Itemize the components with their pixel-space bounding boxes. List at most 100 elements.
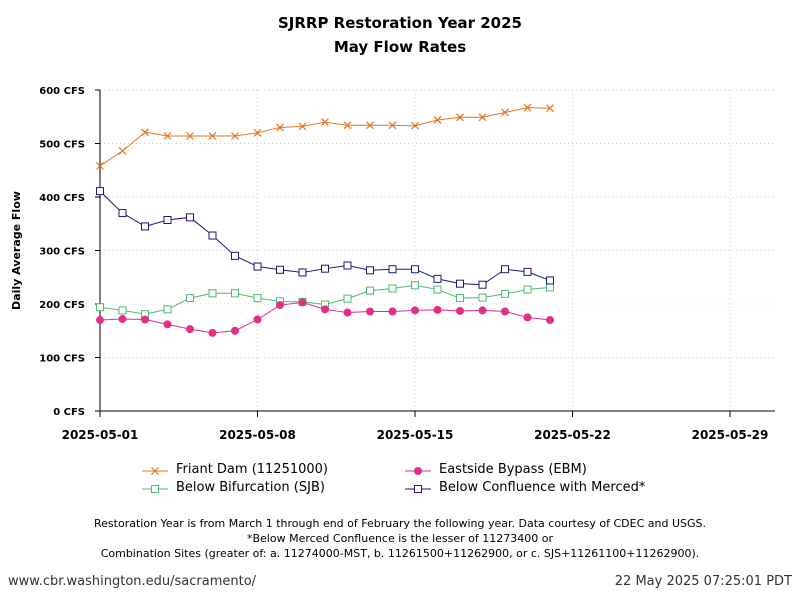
footnote-line-3: Combination Sites (greater of: a. 112740… <box>100 547 700 560</box>
y-tick-label: 600 CFS <box>39 86 85 97</box>
y-tick-label: 0 CFS <box>53 407 85 418</box>
series-bifurcation <box>96 281 554 319</box>
data-point-friant <box>523 103 532 112</box>
legend-marker-symbol <box>151 467 159 475</box>
data-point-confluence <box>501 265 509 274</box>
data-point-confluence <box>231 251 239 260</box>
data-point-eastside <box>96 316 104 325</box>
x-tick-label: 2025-05-29 <box>692 428 769 442</box>
data-point-eastside <box>343 308 352 317</box>
data-point-eastside <box>208 328 217 337</box>
y-tick-label: 300 CFS <box>39 247 85 258</box>
data-point-confluence <box>276 265 284 274</box>
data-point-friant <box>343 121 352 130</box>
data-point-friant <box>141 128 149 137</box>
legend-marker-bifurcation <box>142 485 168 493</box>
data-point-friant <box>433 116 442 124</box>
chart-title: SJRRP Restoration Year 2025 <box>277 14 522 32</box>
data-point-bifurcation <box>366 286 374 295</box>
legend-marker-confluence <box>405 485 431 493</box>
data-point-eastside <box>523 313 532 322</box>
data-point-friant <box>366 121 374 130</box>
data-point-bifurcation <box>411 281 419 290</box>
data-point-eastside <box>118 314 127 323</box>
data-point-bifurcation <box>231 289 239 298</box>
data-point-eastside <box>456 306 464 315</box>
data-point-confluence <box>321 264 329 273</box>
x-tick-label: 2025-05-01 <box>62 428 139 442</box>
data-point-confluence <box>298 268 307 277</box>
data-point-eastside <box>253 315 262 324</box>
data-point-eastside <box>163 320 172 329</box>
legend-label-friant: Friant Dam (11251000) <box>176 462 329 477</box>
x-tick-label: 2025-05-22 <box>534 428 611 442</box>
data-point-confluence <box>523 267 532 276</box>
data-point-bifurcation <box>208 289 217 298</box>
legend-label-eastside: Eastside Bypass (EBM) <box>439 462 587 477</box>
data-point-friant <box>208 132 217 140</box>
data-point-eastside <box>366 307 374 316</box>
data-point-friant <box>501 108 509 117</box>
data-point-friant <box>163 132 172 140</box>
data-point-eastside <box>298 298 307 307</box>
chart-subtitle: May Flow Rates <box>333 38 467 56</box>
data-point-confluence <box>411 265 419 274</box>
data-point-bifurcation <box>478 293 487 302</box>
data-point-confluence <box>546 276 554 285</box>
data-point-confluence <box>208 231 217 240</box>
footnote-line-2: *Below Merced Confluence is the lesser o… <box>246 532 553 545</box>
data-point-bifurcation <box>343 294 352 303</box>
data-point-eastside <box>321 305 329 314</box>
y-tick-label: 100 CFS <box>39 354 85 365</box>
data-point-friant <box>456 113 464 122</box>
series-confluence <box>96 187 554 289</box>
y-axis-title: Daily Average Flow <box>10 191 23 310</box>
x-tick-label: 2025-05-15 <box>377 428 454 442</box>
x-tick-label: 2025-05-08 <box>219 428 296 442</box>
data-point-confluence <box>366 266 374 275</box>
series-friant <box>96 103 554 170</box>
data-point-friant <box>186 132 194 140</box>
data-point-eastside <box>388 307 397 316</box>
data-point-confluence <box>388 265 397 274</box>
y-tick-label: 500 CFS <box>39 140 85 151</box>
series-eastside <box>96 298 554 337</box>
data-point-eastside <box>411 306 419 315</box>
data-point-bifurcation <box>118 306 127 315</box>
data-point-confluence <box>433 274 442 283</box>
data-point-confluence <box>478 280 487 289</box>
legend-label-confluence: Below Confluence with Merced* <box>439 480 646 495</box>
data-point-friant <box>231 132 239 140</box>
data-point-confluence <box>141 222 149 231</box>
data-point-confluence <box>118 209 127 218</box>
data-point-bifurcation <box>433 285 442 294</box>
data-point-bifurcation <box>546 283 554 292</box>
data-point-bifurcation <box>186 294 194 303</box>
legend-marker-symbol <box>414 467 422 475</box>
source-url-link[interactable]: www.cbr.washington.edu/sacramento/ <box>8 574 257 589</box>
legend-marker-friant <box>142 467 168 475</box>
data-point-friant <box>298 122 307 131</box>
data-point-bifurcation <box>253 294 262 303</box>
data-point-bifurcation <box>163 305 172 314</box>
data-point-bifurcation <box>501 289 509 298</box>
data-point-friant <box>276 123 284 132</box>
y-tick-label: 200 CFS <box>39 300 85 311</box>
data-point-friant <box>546 104 554 113</box>
data-point-eastside <box>433 305 442 314</box>
data-point-confluence <box>163 216 172 225</box>
data-point-confluence <box>186 213 194 222</box>
data-point-friant <box>411 121 419 130</box>
data-point-friant <box>321 118 329 127</box>
legend-label-bifurcation: Below Bifurcation (SJB) <box>176 480 325 495</box>
data-point-friant <box>96 162 104 170</box>
legend-marker-symbol <box>414 485 422 493</box>
y-tick-label: 400 CFS <box>39 193 85 204</box>
data-point-eastside <box>276 301 284 310</box>
data-point-eastside <box>231 326 239 335</box>
data-point-bifurcation <box>96 303 104 312</box>
data-point-eastside <box>546 316 554 325</box>
data-point-confluence <box>96 187 104 196</box>
footnote: Restoration Year is from March 1 through… <box>0 516 800 561</box>
data-point-bifurcation <box>388 284 397 293</box>
